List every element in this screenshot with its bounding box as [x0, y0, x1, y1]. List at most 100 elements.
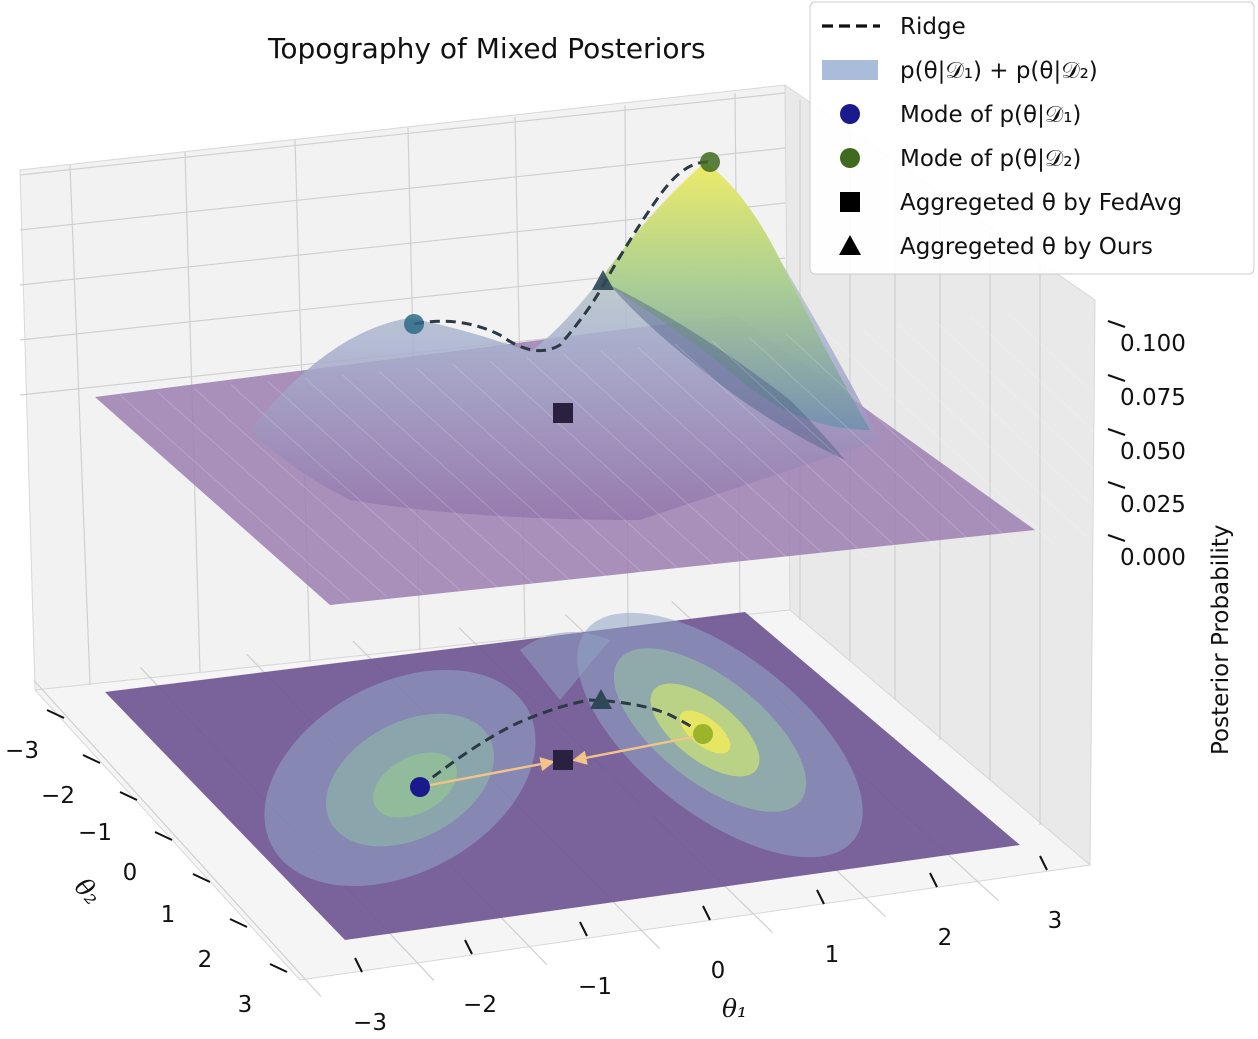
- x-tick-mark: [929, 872, 938, 888]
- ours-marker-floor: [590, 689, 612, 709]
- legend: Ridge p(θ|𝒟₁) + p(θ|𝒟₂) Mode of p(θ|𝒟₁) …: [809, 1, 1255, 275]
- y-tick-mark: [229, 918, 248, 928]
- surface-peak: [600, 162, 870, 430]
- y-tick-mark: [154, 831, 173, 841]
- surface-wire: [489, 360, 721, 571]
- mode1-marker-floor: [410, 777, 430, 797]
- y-tick-mark: [46, 709, 65, 719]
- x-tick-label: −3: [353, 1010, 387, 1036]
- surface-wire: [304, 377, 536, 586]
- y-tick-label: 3: [238, 992, 253, 1018]
- x-axis-label: θ₁: [722, 994, 747, 1023]
- floor-contour: [105, 612, 1020, 940]
- z-tick-mark: [1107, 428, 1126, 436]
- surface-shadow: [610, 285, 845, 460]
- surface-wire: [156, 391, 388, 598]
- surface-wire: [711, 340, 943, 553]
- surface-wire: [822, 330, 1054, 544]
- x-tick-mark: [702, 905, 711, 921]
- grid-line: [19, 92, 786, 176]
- posterior-surface: [95, 162, 1239, 605]
- y-axis-label: θ₂: [69, 872, 107, 910]
- legend-mode1-label: Mode of p(θ|𝒟₁): [900, 102, 1081, 128]
- y-tick-label: −2: [41, 783, 75, 809]
- x-tick-mark: [1039, 855, 1048, 871]
- surface-wire: [748, 336, 980, 550]
- x-tick-mark: [579, 921, 588, 937]
- y-tick-mark: [119, 791, 138, 801]
- grid-line: [69, 164, 91, 686]
- z-tick-mark: [1107, 374, 1126, 382]
- y-tick-mark: [192, 873, 211, 883]
- surface-wire: [341, 374, 573, 583]
- surface-wire: [896, 323, 1128, 538]
- mode1-marker-surface: [404, 314, 424, 334]
- surface-wire: [600, 350, 832, 562]
- z-tick-mark: [1107, 534, 1126, 542]
- surface-wire: [230, 384, 462, 592]
- fedavg-marker-floor: [553, 750, 573, 770]
- fedavg-marker-surface: [553, 403, 573, 423]
- surface-wire: [674, 343, 906, 556]
- x-tick-label: 1: [825, 942, 840, 968]
- legend-ridge-label: Ridge: [900, 14, 966, 40]
- z-tick-label: 0.025: [1120, 492, 1186, 518]
- surface-wire: [526, 357, 758, 568]
- surface-wire: [415, 367, 647, 577]
- z-tick-label: 0.050: [1120, 439, 1186, 465]
- legend-ours-label: Aggregeted θ by Ours: [900, 234, 1153, 260]
- legend-fedavg-label: Aggregeted θ by FedAvg: [900, 190, 1182, 216]
- legend-mode1-icon: [840, 104, 860, 124]
- surface-wire: [267, 381, 499, 589]
- surface-wire: [637, 347, 869, 559]
- x-tick-mark: [464, 939, 473, 955]
- x-tick-mark: [354, 957, 363, 973]
- y-tick-label: 1: [161, 902, 176, 928]
- surface-wire: [563, 353, 795, 565]
- legend-ours-icon: [839, 235, 861, 255]
- y-tick-label: −3: [5, 738, 39, 764]
- x-tick-label: 2: [938, 925, 953, 951]
- mode2-marker-floor: [693, 724, 713, 744]
- z-tick-mark: [1107, 481, 1126, 489]
- x-tick-label: 0: [711, 958, 726, 984]
- surface-wire: [193, 387, 425, 595]
- ours-marker-surface: [592, 270, 614, 290]
- y-tick-label: 0: [123, 860, 138, 886]
- surface-wire: [1007, 313, 1239, 529]
- surface-wire: [785, 333, 1017, 547]
- x-tick-mark: [816, 889, 825, 905]
- grid-line: [19, 147, 786, 231]
- legend-mode2-icon: [840, 148, 860, 168]
- surface-wire: [119, 394, 351, 601]
- z-tick-label: 0.075: [1120, 385, 1186, 411]
- y-tick-mark: [269, 963, 288, 973]
- mode2-marker-surface: [700, 152, 720, 172]
- surface-wire: [859, 326, 1091, 541]
- surface-wire: [452, 364, 684, 574]
- ridge-floor: [419, 698, 704, 789]
- x-axis-ticks: −3 −2 −1 0 1 2 3: [353, 855, 1063, 1036]
- surface-wire: [378, 370, 610, 580]
- surface-wire: [970, 316, 1202, 532]
- arrow-mode1-to-fedavg: [424, 757, 555, 788]
- x-tick-label: −1: [578, 974, 612, 1000]
- surface-wire: [933, 319, 1165, 535]
- x-tick-label: −2: [463, 992, 497, 1018]
- surface-wires: [119, 313, 1239, 601]
- y-tick-label: −1: [78, 820, 112, 846]
- x-tick-label: 3: [1048, 908, 1063, 934]
- grid-line: [33, 680, 322, 997]
- z-tick-label: 0.100: [1120, 331, 1186, 357]
- legend-surface-icon: [822, 60, 878, 80]
- z-tick-mark: [1107, 320, 1126, 328]
- arrow-mode2-to-fedavg: [572, 734, 699, 765]
- chart-title: Topography of Mixed Posteriors: [267, 32, 706, 65]
- ridge-surface: [413, 160, 711, 353]
- z-axis-label: Posterior Probability: [1208, 524, 1234, 755]
- legend-fedavg-icon: [840, 192, 860, 212]
- z-axis-ticks: 0.000 0.025 0.050 0.075 0.100: [1107, 320, 1186, 571]
- legend-surface-label: p(θ|𝒟₁) + p(θ|𝒟₂): [900, 58, 1098, 84]
